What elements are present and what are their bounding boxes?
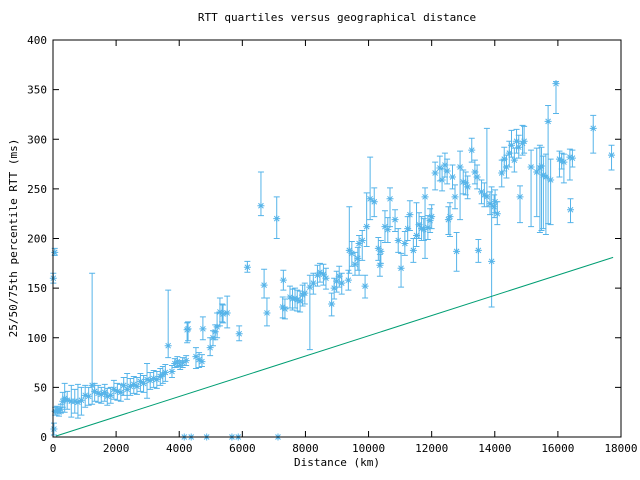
x-tick-label: 16000 <box>541 442 574 455</box>
y-tick-label: 100 <box>27 332 47 345</box>
x-tick-label: 8000 <box>292 442 319 455</box>
chart-title: RTT quartiles versus geographical distan… <box>197 11 477 24</box>
x-tick-label: 4000 <box>166 442 193 455</box>
y-tick-label: 300 <box>27 133 47 146</box>
error-bars <box>50 81 615 436</box>
y-tick-label: 0 <box>40 431 47 444</box>
y-tick-label: 50 <box>34 381 47 394</box>
y-tick-label: 150 <box>27 282 47 295</box>
x-tick-label: 2000 <box>103 442 130 455</box>
y-tick-label: 350 <box>27 84 47 97</box>
data-point-markers <box>49 80 616 441</box>
reference-line <box>56 256 614 437</box>
x-tick-label: 0 <box>50 442 57 455</box>
y-tick-label: 200 <box>27 233 47 246</box>
x-tick-label: 10000 <box>352 442 385 455</box>
axis-ticks <box>52 39 622 438</box>
y-tick-label: 250 <box>27 183 47 196</box>
x-tick-label: 18000 <box>604 442 637 455</box>
x-tick-label: 14000 <box>478 442 511 455</box>
x-tick-label: 12000 <box>415 442 448 455</box>
x-axis-label: Distance (km) <box>293 456 381 469</box>
y-tick-label: 400 <box>27 34 47 47</box>
x-tick-label: 6000 <box>229 442 256 455</box>
